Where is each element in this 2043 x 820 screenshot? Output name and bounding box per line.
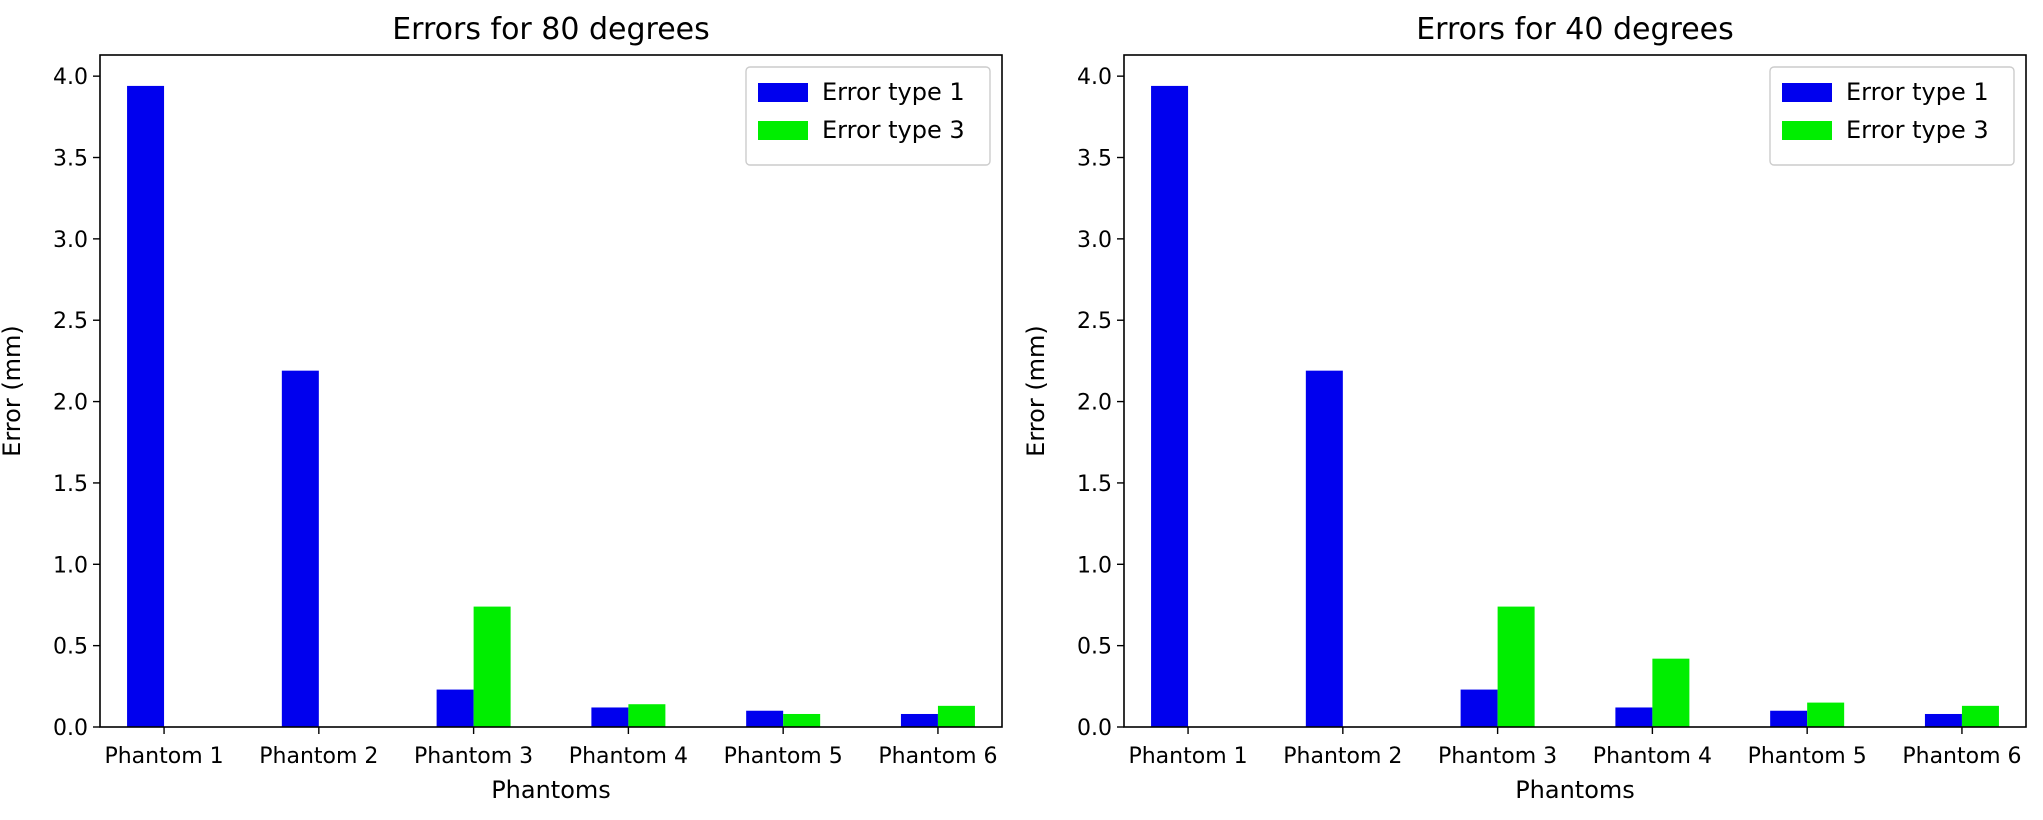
y-tick-label: 1.5 — [1077, 472, 1112, 497]
bar-error-type-1-phantom-4 — [591, 707, 629, 727]
bar-error-type-1-phantom-5 — [1770, 710, 1808, 727]
bar-error-type-3-phantom-6 — [937, 705, 975, 727]
y-tick-label: 1.0 — [53, 553, 88, 578]
bar-error-type-1-phantom-2 — [281, 370, 319, 727]
y-tick-label: 0.5 — [1077, 635, 1112, 660]
bar-error-type-3-phantom-3 — [473, 606, 511, 727]
y-tick-label: 3.5 — [1077, 147, 1112, 172]
y-tick-label: 4.0 — [53, 65, 88, 90]
legend-label-1: Error type 1 — [1846, 78, 1989, 106]
bar-error-type-1-phantom-3 — [436, 689, 474, 727]
bar-error-type-3-phantom-5 — [1807, 702, 1845, 727]
legend: Error type 1 Error type 3 — [745, 66, 991, 166]
y-tick-label: 2.0 — [1077, 391, 1112, 416]
x-axis-label: Phantoms — [491, 776, 611, 804]
axes-frame — [99, 54, 1003, 728]
x-tick-label: Phantom 5 — [1748, 744, 1867, 769]
x-tick-label: Phantom 2 — [259, 744, 378, 769]
x-tick-label: Phantom 6 — [1902, 744, 2021, 769]
y-tick-label: 1.0 — [1077, 553, 1112, 578]
bar-error-type-3-phantom-4 — [628, 704, 666, 727]
y-tick-label: 3.0 — [1077, 228, 1112, 253]
x-tick-label: Phantom 1 — [104, 744, 223, 769]
y-tick-label: 0.0 — [1077, 716, 1112, 741]
chart-panel-1: 0.0 0.5 1.0 1.5 2.0 2.5 3.0 3.5 4.0 Phantom 1 Phan… — [0, 12, 1003, 804]
legend-label-2: Error type 3 — [1846, 116, 1989, 144]
bar-error-type-3-phantom-3 — [1497, 606, 1535, 727]
x-tick-label: Phantom 1 — [1128, 744, 1247, 769]
y-axis-label: Error (mm) — [1022, 325, 1050, 457]
bar-error-type-1-phantom-3 — [1460, 689, 1498, 727]
x-axis-label: Phantoms — [1515, 776, 1635, 804]
bar-error-type-1-phantom-1 — [127, 85, 165, 727]
bar-error-type-3-phantom-5 — [783, 713, 821, 727]
bar-error-type-1-phantom-4 — [1615, 707, 1653, 727]
bar-error-type-3-phantom-6 — [1961, 705, 1999, 727]
chart-title: Errors for 80 degrees — [392, 12, 710, 47]
legend-swatch-2 — [1782, 121, 1832, 140]
y-tick-label: 0.5 — [53, 635, 88, 660]
y-tick-label: 4.0 — [1077, 65, 1112, 90]
chart-title: Errors for 40 degrees — [1416, 12, 1734, 47]
y-tick-label: 1.5 — [53, 472, 88, 497]
legend: Error type 1 Error type 3 — [1769, 66, 2015, 166]
y-tick-label: 0.0 — [53, 716, 88, 741]
x-tick-label: Phantom 3 — [1438, 744, 1557, 769]
bar-error-type-1-phantom-2 — [1305, 370, 1343, 727]
y-axis-label: Error (mm) — [0, 325, 26, 457]
y-tick-label: 2.0 — [53, 391, 88, 416]
y-tick-label: 3.5 — [53, 147, 88, 172]
x-tick-label: Phantom 2 — [1283, 744, 1402, 769]
x-tick-label: Phantom 4 — [1593, 744, 1712, 769]
legend-label-1: Error type 1 — [822, 78, 965, 106]
legend-label-2: Error type 3 — [822, 116, 965, 144]
x-tick-label: Phantom 6 — [878, 744, 997, 769]
axes-frame — [1123, 54, 2027, 728]
bar-error-type-1-phantom-5 — [746, 710, 784, 727]
x-tick-label: Phantom 5 — [724, 744, 843, 769]
legend-swatch-1 — [1782, 83, 1832, 102]
bar-error-type-1-phantom-6 — [900, 713, 938, 727]
x-tick-label: Phantom 3 — [414, 744, 533, 769]
chart-panel-2: 0.0 0.5 1.0 1.5 2.0 2.5 3.0 3.5 4.0 Phantom 1 Phan… — [1022, 12, 2027, 804]
x-tick-label: Phantom 4 — [569, 744, 688, 769]
bar-error-type-3-phantom-4 — [1652, 658, 1690, 727]
y-tick-label: 2.5 — [53, 309, 88, 334]
y-tick-label: 2.5 — [1077, 309, 1112, 334]
legend-swatch-2 — [758, 121, 808, 140]
bar-error-type-1-phantom-1 — [1151, 85, 1189, 727]
legend-swatch-1 — [758, 83, 808, 102]
y-tick-label: 3.0 — [53, 228, 88, 253]
bar-error-type-1-phantom-6 — [1924, 713, 1962, 727]
